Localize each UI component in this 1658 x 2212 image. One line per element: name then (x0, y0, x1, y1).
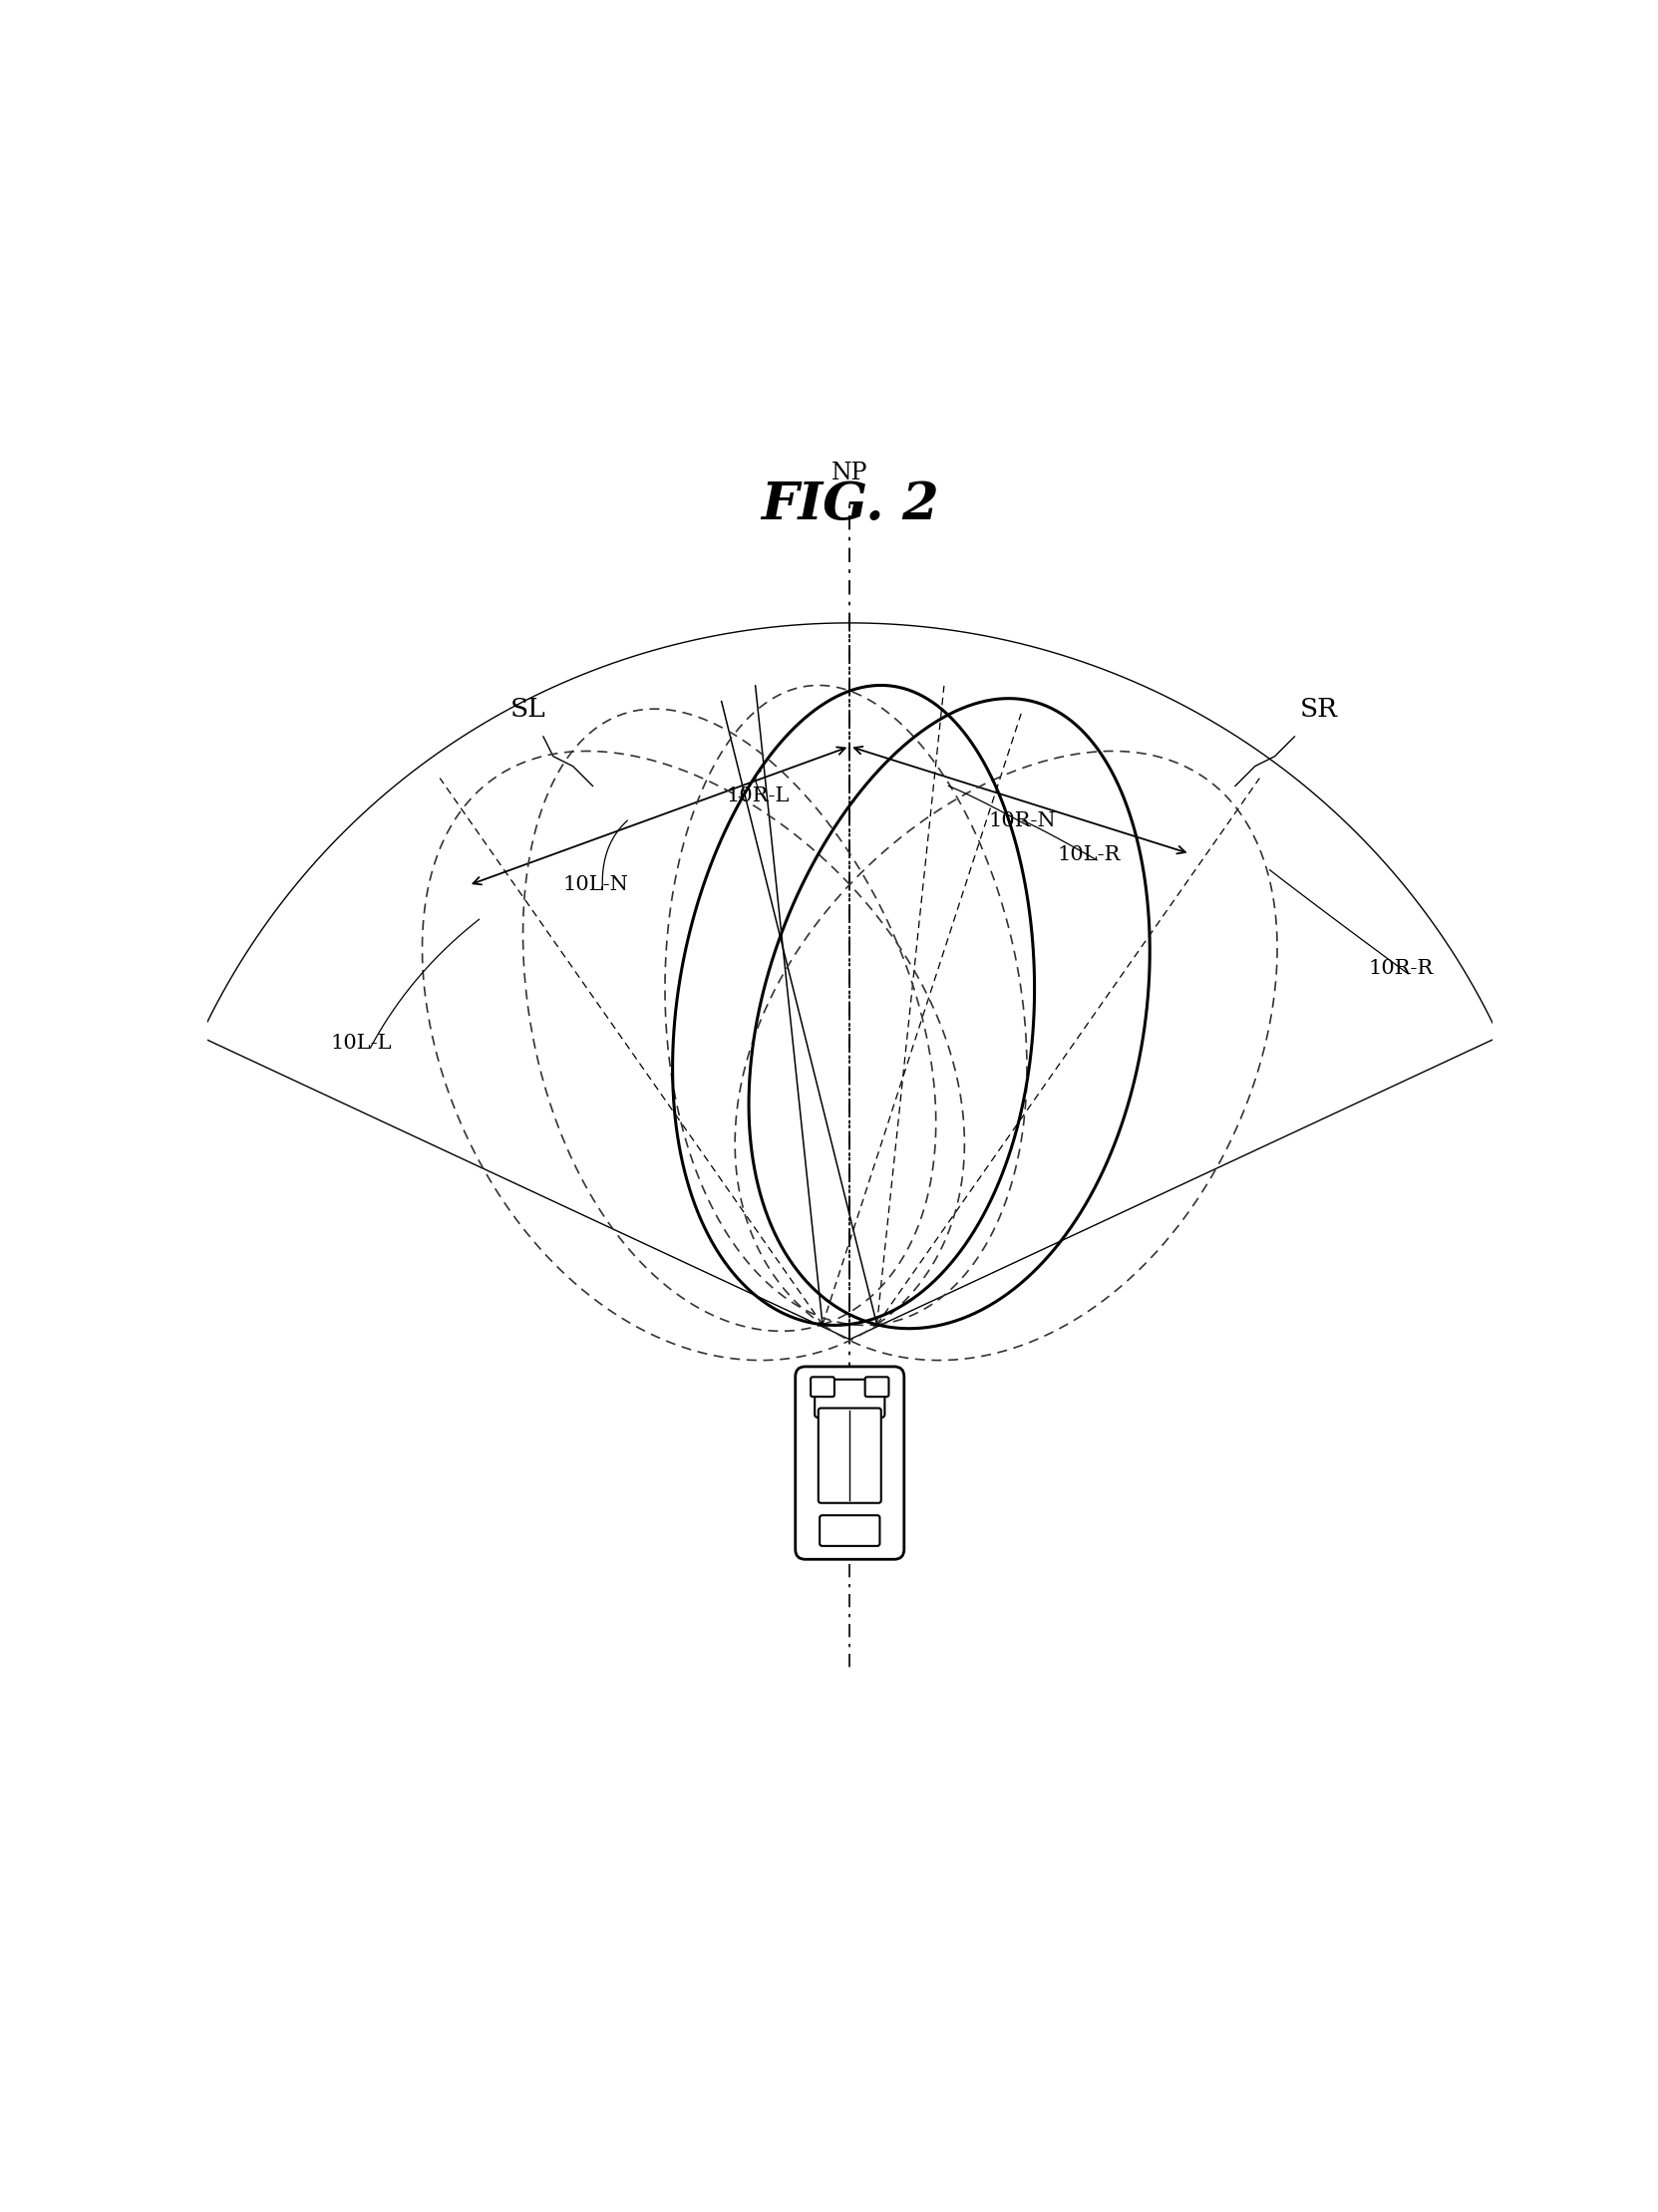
Text: 10L-N: 10L-N (564, 876, 628, 894)
Text: FIG. 2: FIG. 2 (761, 480, 938, 531)
Text: 10L-R: 10L-R (1058, 845, 1121, 865)
FancyBboxPatch shape (814, 1380, 885, 1418)
Text: SL: SL (511, 697, 545, 721)
Text: 10R-R: 10R-R (1368, 960, 1434, 978)
Text: 10L-L: 10L-L (332, 1033, 393, 1053)
FancyBboxPatch shape (796, 1367, 904, 1559)
Text: 10R-N: 10R-N (988, 812, 1056, 830)
FancyBboxPatch shape (819, 1515, 880, 1546)
Text: NP: NP (832, 462, 867, 484)
Text: 10R-L: 10R-L (726, 787, 789, 805)
FancyBboxPatch shape (811, 1378, 834, 1396)
Text: SR: SR (1300, 697, 1338, 721)
FancyBboxPatch shape (819, 1409, 880, 1502)
FancyBboxPatch shape (865, 1378, 889, 1396)
